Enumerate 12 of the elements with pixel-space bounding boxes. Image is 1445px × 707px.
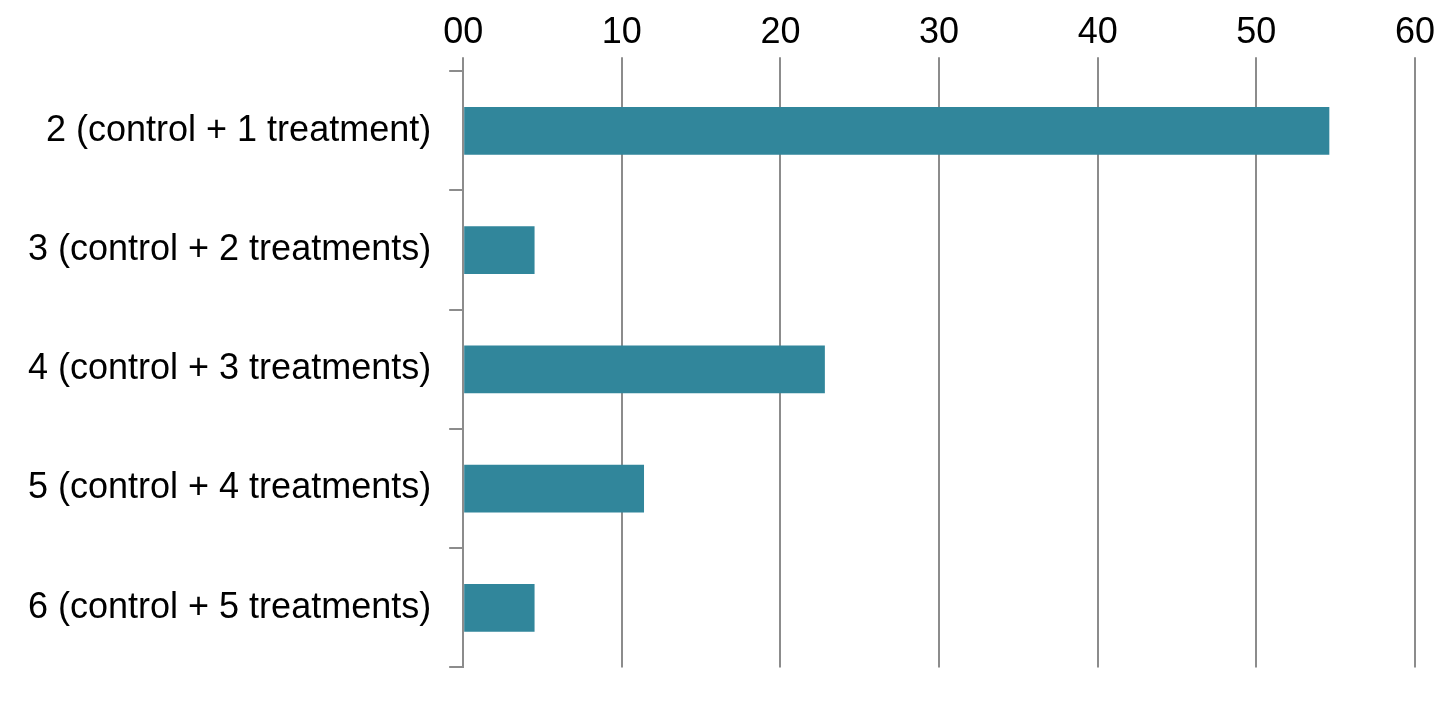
- x-tick-label: 10: [601, 9, 642, 51]
- x-tick-label: 30: [919, 9, 960, 51]
- y-tick-label: 4 (control + 3 treatments): [28, 346, 432, 388]
- x-tick-label: 40: [1077, 9, 1118, 51]
- x-tick-label: 20: [760, 9, 801, 51]
- y-tick-label: 6 (control + 5 treatments): [28, 584, 432, 626]
- x-tick-label: 00: [443, 9, 484, 51]
- y-tick-label: 5 (control + 4 treatments): [28, 465, 432, 507]
- x-tick-label: 50: [1236, 9, 1277, 51]
- y-tick-label: 3 (control + 2 treatments): [28, 226, 432, 268]
- x-tick-label: 60: [1394, 9, 1436, 51]
- y-tick-label: 2 (control + 1 treatment): [46, 107, 432, 149]
